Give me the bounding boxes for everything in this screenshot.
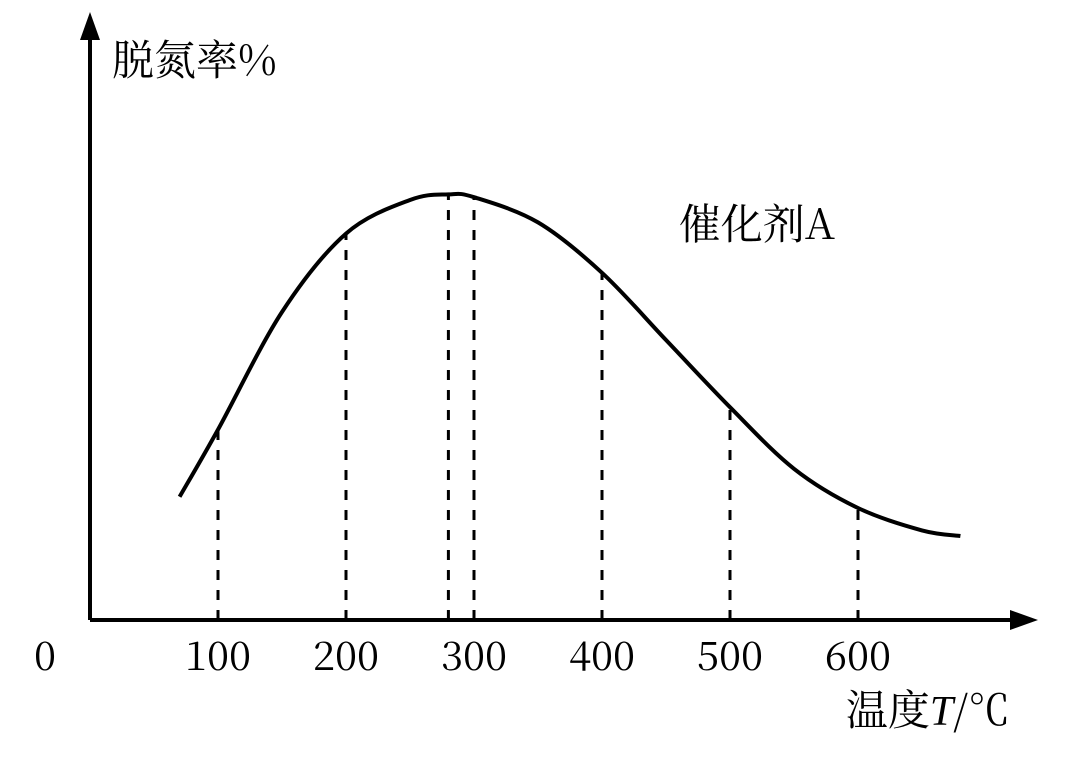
x-tick-label: 400	[569, 625, 635, 682]
origin-label: 0	[34, 625, 56, 682]
x-tick-label: 600	[825, 625, 891, 682]
curve-series-a	[180, 194, 961, 536]
y-axis-arrow-icon	[80, 12, 100, 40]
x-tick-label: 300	[441, 625, 507, 682]
series-label-catalyst-a: 催化剂A	[679, 192, 835, 252]
y-axis-title: 脱氮率%	[112, 28, 277, 88]
curve-path	[180, 194, 961, 536]
axes	[80, 12, 1038, 630]
x-tick-label: 200	[313, 625, 379, 682]
denitrification-rate-chart: 0 100 200 300 400 500 600 脱氮率% 温度T/℃ 催化剂A	[0, 0, 1080, 760]
x-axis-arrow-icon	[1010, 610, 1038, 630]
labels: 0 100 200 300 400 500 600 脱氮率% 温度T/℃ 催化剂A	[34, 28, 1010, 738]
drop-lines	[218, 194, 858, 620]
x-tick-label: 100	[185, 625, 251, 682]
x-axis-title: 温度T/℃	[846, 678, 1010, 738]
x-tick-label: 500	[697, 625, 763, 682]
